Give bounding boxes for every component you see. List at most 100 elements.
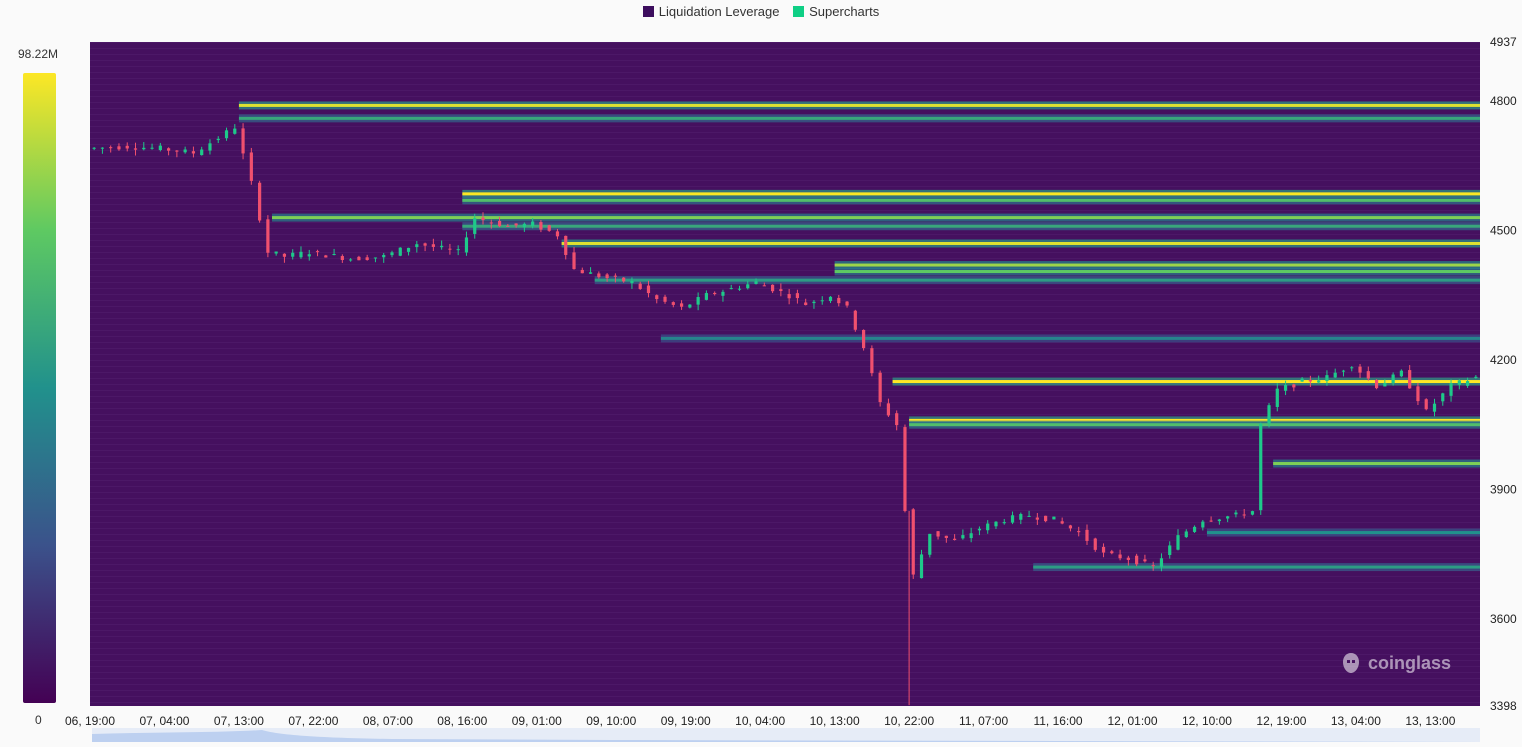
candle-body (349, 259, 353, 261)
legend-item-liquidation-leverage[interactable]: Liquidation Leverage (642, 4, 780, 19)
heatmap-stripe (90, 234, 1480, 235)
heatmap-stripe (90, 324, 1480, 325)
candle-body (1416, 386, 1420, 402)
heatmap-stripe (90, 678, 1480, 679)
candle-body (1101, 546, 1106, 553)
heatmap-stripe (90, 306, 1480, 307)
heatmap-stripe (90, 654, 1480, 655)
candle-body (1201, 521, 1205, 528)
liquidation-band (660, 336, 1480, 340)
legend-item-supercharts[interactable]: Supercharts (793, 4, 879, 19)
candle-body (994, 521, 998, 527)
candle-body (191, 151, 196, 154)
candle-body (1093, 538, 1097, 550)
heatmap-stripe (90, 528, 1480, 529)
heatmap-stripe (90, 468, 1480, 469)
candle-body (1192, 526, 1197, 532)
liquidation-band (1033, 565, 1480, 569)
candle-body (365, 257, 369, 261)
candle-body (1027, 515, 1031, 517)
heatmap-stripe (90, 414, 1480, 415)
candle-body (291, 252, 295, 257)
candle-body (1292, 384, 1296, 388)
candle-body (489, 222, 493, 224)
x-tick-label: 07, 22:00 (288, 714, 338, 728)
candle-body (1151, 565, 1155, 567)
candle-body (547, 225, 551, 231)
candle-body (1432, 403, 1437, 412)
x-tick-label: 09, 19:00 (661, 714, 711, 728)
candle-body (630, 280, 634, 284)
candle-body (754, 281, 758, 284)
y-axis: 4937 4800 4500 4200 3900 3600 3398 (1490, 35, 1517, 713)
heatmap-stripe (90, 474, 1480, 475)
candle-body (969, 533, 973, 539)
candle-body (828, 296, 833, 302)
candle-body (762, 285, 766, 287)
candle-body (1052, 516, 1056, 520)
candle-body (737, 288, 742, 290)
heatmap-stripe (90, 522, 1480, 523)
heatmap-stripe (90, 486, 1480, 487)
heatmap-stripe (90, 594, 1480, 595)
candle-body (233, 128, 237, 134)
heatmap-stripe (90, 630, 1480, 631)
heatmap-stripe (90, 564, 1480, 565)
candle-body (1060, 521, 1064, 524)
candle-body (1010, 515, 1015, 523)
candle-body (200, 149, 204, 156)
candle-body (382, 254, 386, 258)
heatmap-stripe (90, 288, 1480, 289)
candle-body (406, 247, 411, 252)
heatmap-stripe (90, 348, 1480, 349)
candle-body (1110, 551, 1114, 554)
candle-body (398, 247, 402, 256)
heatmap-stripe (90, 162, 1480, 163)
heatmap-stripe (90, 696, 1480, 697)
heatmap-stripe (90, 330, 1480, 331)
candle-body (315, 251, 320, 253)
heatmap-stripe (90, 432, 1480, 433)
colorbar-max-label: 98.22M (18, 47, 59, 61)
heatmap-stripe (90, 126, 1480, 127)
candle-body (770, 284, 775, 292)
heatmap-stripe (90, 138, 1480, 139)
candle-body (1184, 531, 1188, 538)
candle-body (1325, 375, 1329, 381)
x-tick-label: 07, 13:00 (214, 714, 264, 728)
candle-body (746, 284, 750, 289)
legend-swatch-supercharts (793, 6, 805, 17)
candle-body (795, 293, 800, 299)
candle-body (448, 248, 452, 250)
x-tick-label: 13, 13:00 (1405, 714, 1455, 728)
liquidation-band (462, 198, 1481, 202)
candle-body (431, 244, 435, 247)
heatmap-stripe (90, 54, 1480, 55)
candle-body (870, 348, 874, 374)
liquidation-band (561, 241, 1480, 245)
candle-body (1408, 370, 1412, 389)
candle-body (183, 149, 187, 153)
candle-body (224, 130, 229, 139)
candle-body (274, 251, 278, 254)
time-range-navigator[interactable] (92, 728, 1480, 742)
heatmap-stripe (90, 396, 1480, 397)
heatmap-stripe (90, 672, 1480, 673)
candle-body (150, 147, 154, 149)
candle-body (324, 255, 328, 258)
candle-body (655, 295, 659, 300)
candle-body (1383, 382, 1387, 387)
candle-body (1465, 381, 1470, 386)
candle-body (862, 329, 866, 349)
chart-legend: Liquidation Leverage Supercharts (0, 4, 1522, 20)
x-tick-label: 08, 16:00 (437, 714, 487, 728)
candle-body (1424, 399, 1428, 410)
candle-body (597, 273, 601, 278)
candle-body (473, 218, 477, 234)
x-axis: 06, 19:00 07, 04:00 07, 13:00 07, 22:00 08, … (65, 714, 1456, 728)
candle-body (713, 292, 717, 295)
coinglass-logo-icon (1343, 653, 1359, 673)
candle-body (282, 253, 287, 257)
heatmap-stripe (90, 498, 1480, 499)
